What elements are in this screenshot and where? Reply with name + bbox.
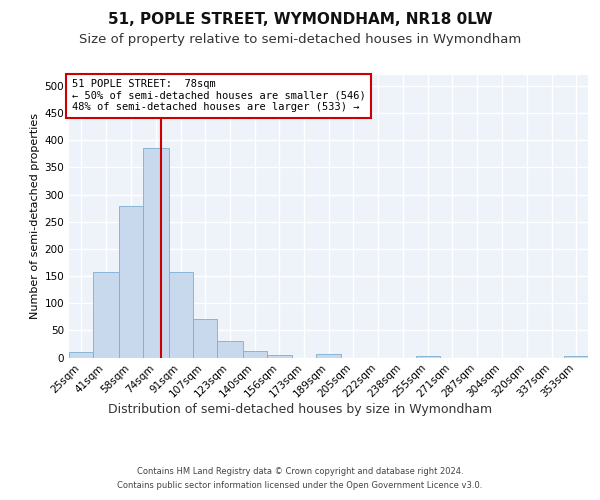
Bar	[316, 354, 341, 358]
Bar	[169, 272, 193, 358]
Text: Size of property relative to semi-detached houses in Wymondham: Size of property relative to semi-detach…	[79, 32, 521, 46]
Bar	[416, 356, 440, 358]
Bar	[266, 356, 292, 358]
Bar	[217, 341, 242, 357]
Bar	[564, 356, 588, 358]
Bar	[93, 272, 119, 358]
Bar	[143, 148, 169, 358]
Text: Contains HM Land Registry data © Crown copyright and database right 2024.: Contains HM Land Registry data © Crown c…	[137, 468, 463, 476]
Bar	[69, 352, 93, 358]
Text: Contains public sector information licensed under the Open Government Licence v3: Contains public sector information licen…	[118, 481, 482, 490]
Text: Distribution of semi-detached houses by size in Wymondham: Distribution of semi-detached houses by …	[108, 402, 492, 415]
Bar	[242, 351, 266, 358]
Text: 51 POPLE STREET:  78sqm
← 50% of semi-detached houses are smaller (546)
48% of s: 51 POPLE STREET: 78sqm ← 50% of semi-det…	[71, 79, 365, 112]
Text: 51, POPLE STREET, WYMONDHAM, NR18 0LW: 51, POPLE STREET, WYMONDHAM, NR18 0LW	[107, 12, 493, 28]
Y-axis label: Number of semi-detached properties: Number of semi-detached properties	[30, 114, 40, 320]
Bar	[193, 320, 217, 358]
Bar	[119, 206, 143, 358]
